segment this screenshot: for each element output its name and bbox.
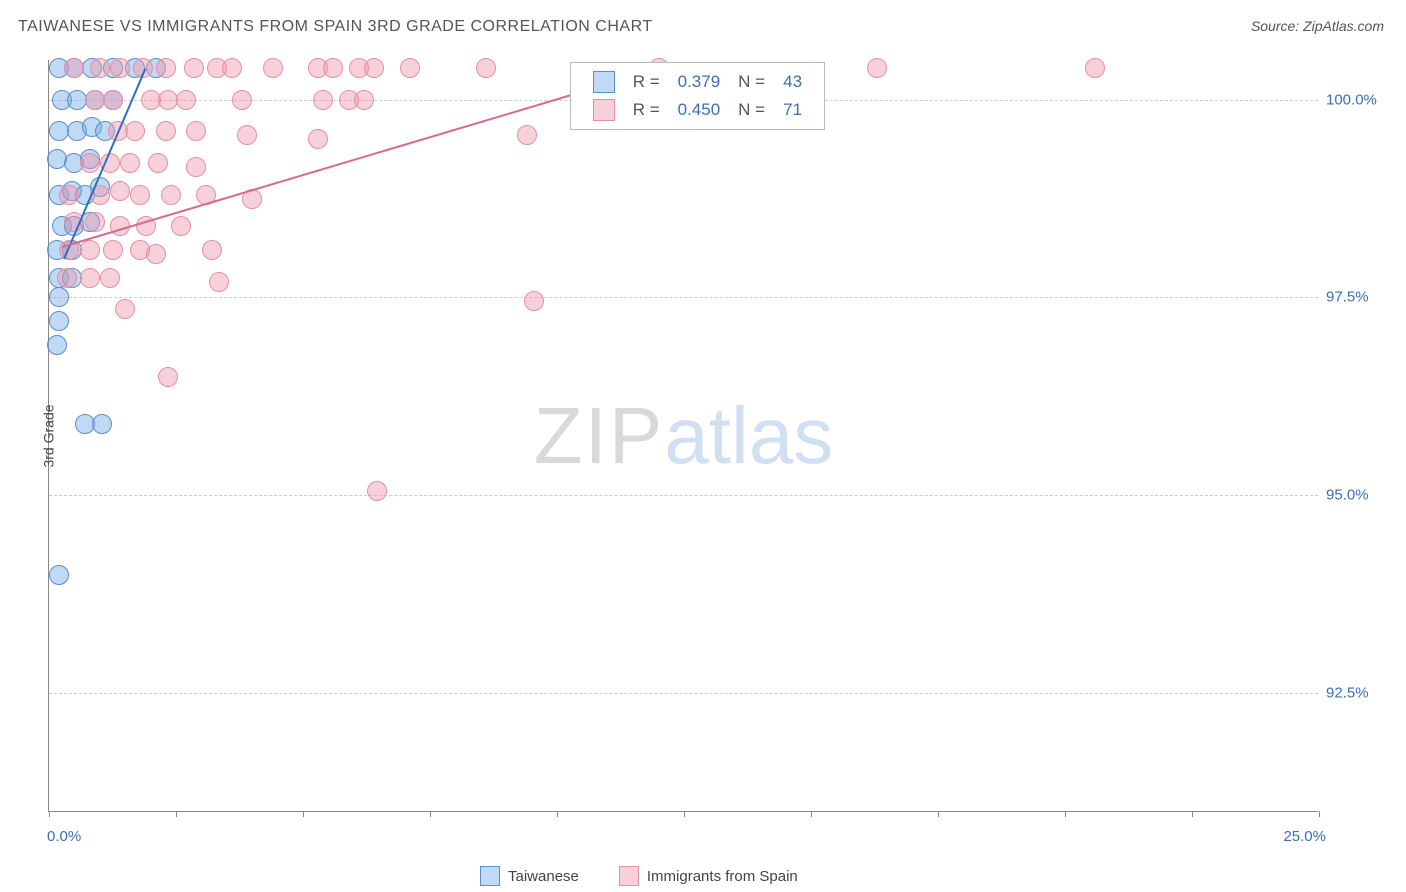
data-point	[85, 212, 105, 232]
data-point	[323, 58, 343, 78]
x-tick	[684, 811, 685, 817]
data-point	[313, 90, 333, 110]
scatter-plot: ZIPatlas 3rd Grade 0.0% 25.0% 92.5%95.0%…	[48, 60, 1318, 812]
y-tick-label: 100.0%	[1326, 91, 1390, 108]
data-point	[517, 125, 537, 145]
x-tick	[176, 811, 177, 817]
data-point	[110, 58, 130, 78]
x-tick	[938, 811, 939, 817]
data-point	[186, 157, 206, 177]
data-point	[110, 181, 130, 201]
x-axis-max-label: 25.0%	[1283, 828, 1326, 845]
data-point	[367, 481, 387, 501]
data-point	[1085, 58, 1105, 78]
data-point	[156, 58, 176, 78]
data-point	[476, 58, 496, 78]
gridline	[49, 693, 1318, 694]
legend-label: Taiwanese	[508, 868, 579, 885]
data-point	[184, 58, 204, 78]
data-point	[115, 299, 135, 319]
x-axis-min-label: 0.0%	[47, 828, 81, 845]
x-tick	[1192, 811, 1193, 817]
data-point	[49, 565, 69, 585]
data-point	[158, 367, 178, 387]
gridline	[49, 297, 1318, 298]
legend-item-taiwanese: Taiwanese	[480, 866, 579, 886]
source-label: Source: ZipAtlas.com	[1251, 18, 1384, 34]
watermark-part2: atlas	[664, 391, 833, 480]
data-point	[120, 153, 140, 173]
data-point	[222, 58, 242, 78]
data-point	[125, 121, 145, 141]
x-tick	[303, 811, 304, 817]
y-tick-label: 95.0%	[1326, 487, 1390, 504]
data-point	[80, 153, 100, 173]
data-point	[186, 121, 206, 141]
stats-legend: R =0.379N =43R =0.450N =71	[570, 62, 825, 130]
data-point	[47, 335, 67, 355]
data-point	[59, 185, 79, 205]
legend-label: Immigrants from Spain	[647, 868, 798, 885]
data-point	[161, 185, 181, 205]
x-tick	[1065, 811, 1066, 817]
data-point	[237, 125, 257, 145]
x-tick	[49, 811, 50, 817]
data-point	[867, 58, 887, 78]
data-point	[92, 414, 112, 434]
data-point	[263, 58, 283, 78]
data-point	[49, 287, 69, 307]
x-tick	[1319, 811, 1320, 817]
x-tick	[430, 811, 431, 817]
chart-title: TAIWANESE VS IMMIGRANTS FROM SPAIN 3RD G…	[18, 18, 653, 36]
data-point	[176, 90, 196, 110]
watermark: ZIPatlas	[534, 390, 833, 482]
data-point	[103, 240, 123, 260]
data-point	[308, 129, 328, 149]
legend-item-spain: Immigrants from Spain	[619, 866, 798, 886]
data-point	[232, 90, 252, 110]
data-point	[171, 216, 191, 236]
data-point	[156, 121, 176, 141]
data-point	[524, 291, 544, 311]
data-point	[202, 240, 222, 260]
data-point	[148, 153, 168, 173]
data-point	[80, 240, 100, 260]
data-point	[209, 272, 229, 292]
legend-swatch	[619, 866, 639, 886]
gridline	[49, 495, 1318, 496]
x-tick	[557, 811, 558, 817]
data-point	[90, 58, 110, 78]
data-point	[146, 244, 166, 264]
data-point	[364, 58, 384, 78]
data-point	[64, 58, 84, 78]
data-point	[354, 90, 374, 110]
data-point	[100, 268, 120, 288]
y-tick-label: 97.5%	[1326, 289, 1390, 306]
legend-bottom: Taiwanese Immigrants from Spain	[480, 866, 798, 886]
legend-swatch	[480, 866, 500, 886]
data-point	[80, 268, 100, 288]
x-tick	[811, 811, 812, 817]
data-point	[57, 268, 77, 288]
y-tick-label: 92.5%	[1326, 685, 1390, 702]
data-point	[130, 185, 150, 205]
data-point	[47, 149, 67, 169]
y-axis-title: 3rd Grade	[41, 404, 57, 467]
data-point	[49, 311, 69, 331]
watermark-part1: ZIP	[534, 391, 664, 480]
data-point	[400, 58, 420, 78]
data-point	[103, 90, 123, 110]
